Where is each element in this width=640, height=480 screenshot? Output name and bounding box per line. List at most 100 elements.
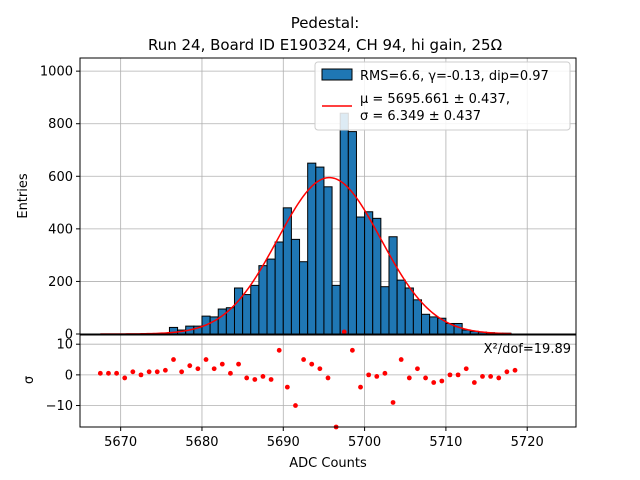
residual-point-1 (106, 370, 111, 376)
legend-entry-histogram: RMS=6.6, γ=-0.13, dip=0.97 (360, 69, 549, 84)
histogram-bar-19 (323, 186, 333, 335)
residual-point-48 (488, 374, 494, 379)
residual-point-0 (97, 370, 103, 376)
residual-point-28 (325, 375, 331, 381)
histogram-bar-12 (266, 258, 276, 335)
residual-point-51 (512, 367, 518, 373)
residual-point-10 (179, 369, 185, 375)
residual-point-34 (374, 374, 380, 379)
histogram-bar-10 (250, 284, 260, 335)
residual-point-35 (382, 370, 388, 376)
top-y-tick-label-2: 400 (48, 222, 73, 237)
residual-point-26 (309, 361, 315, 367)
top-y-tick-label-4: 800 (48, 117, 73, 132)
residual-point-42 (439, 378, 445, 384)
residual-point-13 (203, 357, 209, 362)
bottom-y-tick-label-2: 10 (56, 338, 73, 353)
x-ticks: 5670 5680 5690 5700 5710 5720 (104, 427, 544, 450)
chart-title: Pedestal: (291, 14, 360, 32)
residual-point-49 (496, 375, 502, 381)
histogram-bar-31 (421, 313, 431, 335)
bottom-y-axis-label: σ (22, 376, 37, 384)
residual-points (97, 329, 518, 430)
histogram-bar-18 (315, 166, 325, 335)
residual-point-11 (187, 363, 193, 369)
fit-curve (100, 176, 511, 335)
residual-point-20 (260, 374, 266, 379)
histogram-bar-22 (347, 131, 357, 335)
histogram-bar-21 (339, 112, 349, 335)
histogram-bar-20 (331, 284, 341, 335)
x-axis-label: ADC Counts (289, 456, 367, 471)
residual-point-41 (431, 380, 437, 385)
top-y-tick-label-3: 600 (48, 170, 73, 185)
x-tick-label-4: 5710 (429, 435, 462, 450)
residual-point-4 (130, 369, 136, 375)
residual-point-33 (366, 372, 372, 378)
histogram-bar-26 (380, 286, 390, 335)
bottom-grid (80, 335, 576, 427)
top-y-axis-label: Entries (16, 173, 31, 219)
residual-point-12 (195, 366, 201, 372)
residual-point-2 (114, 370, 119, 376)
bottom-y-tick-label-1: 0 (65, 368, 73, 383)
x-tick-label-1: 5680 (185, 435, 218, 450)
residual-point-18 (244, 375, 250, 381)
residual-point-5 (138, 372, 144, 378)
residual-point-40 (423, 375, 428, 381)
residual-point-6 (146, 369, 152, 375)
bottom-y-ticks: −10 0 10 (46, 338, 80, 414)
residual-point-3 (122, 375, 128, 381)
residual-point-23 (284, 384, 290, 390)
histogram-bar-24 (364, 211, 374, 335)
legend-entry-fit-mu: μ = 5695.661 ± 0.437, (360, 92, 510, 107)
residual-point-16 (228, 370, 233, 376)
residual-point-21 (268, 377, 274, 382)
histogram-bar-32 (429, 316, 439, 335)
legend-bar-swatch (321, 68, 353, 81)
histogram-bars (168, 112, 512, 335)
legend-entry-fit-sigma: σ = 6.349 ± 0.437 (360, 109, 481, 124)
residual-point-8 (162, 367, 168, 373)
residual-point-46 (471, 380, 477, 385)
histogram-bar-13 (274, 241, 284, 335)
bottom-y-tick-label-0: −10 (46, 399, 73, 414)
histogram-bar-27 (388, 236, 398, 335)
histogram-bar-15 (290, 238, 301, 335)
histogram-bar-8 (233, 287, 244, 335)
residual-point-38 (406, 375, 412, 381)
histogram-bar-35 (453, 322, 463, 335)
histogram-bar-30 (412, 299, 423, 335)
histogram-bar-29 (404, 287, 414, 335)
residual-point-36 (390, 400, 396, 405)
top-y-ticks: 0 200 400 600 800 1000 (40, 65, 80, 343)
legend: RMS=6.6, γ=-0.13, dip=0.97 μ = 5695.661 … (314, 61, 571, 131)
legend-frame (314, 61, 571, 131)
residual-point-24 (293, 403, 298, 408)
histogram-bar-16 (299, 261, 309, 335)
residual-point-19 (252, 377, 258, 382)
chart-subtitle: Run 24, Board ID E190324, CH 94, hi gain… (148, 36, 502, 54)
residual-point-14 (211, 366, 217, 372)
top-axes-frame (79, 57, 577, 335)
residual-point-9 (171, 357, 176, 362)
residual-point-43 (447, 372, 453, 378)
histogram-bar-9 (242, 294, 252, 335)
residual-point-32 (358, 384, 363, 390)
histogram-bar-11 (258, 265, 268, 335)
x-tick-label-2: 5690 (267, 435, 300, 450)
residual-point-15 (219, 361, 225, 367)
residual-point-7 (154, 369, 160, 375)
x-tick-label-3: 5700 (348, 435, 381, 450)
chi-square-annotation: X²/dof=19.89 (484, 342, 571, 357)
residual-point-47 (480, 374, 485, 379)
histogram-bar-28 (396, 279, 406, 335)
bottom-axes-frame (79, 334, 577, 428)
top-y-tick-label-5: 1000 (40, 65, 73, 80)
residual-point-37 (398, 357, 404, 362)
residual-point-27 (317, 366, 323, 372)
residual-point-50 (504, 369, 510, 375)
x-tick-label-0: 5670 (104, 435, 137, 450)
residual-point-30 (341, 329, 347, 335)
